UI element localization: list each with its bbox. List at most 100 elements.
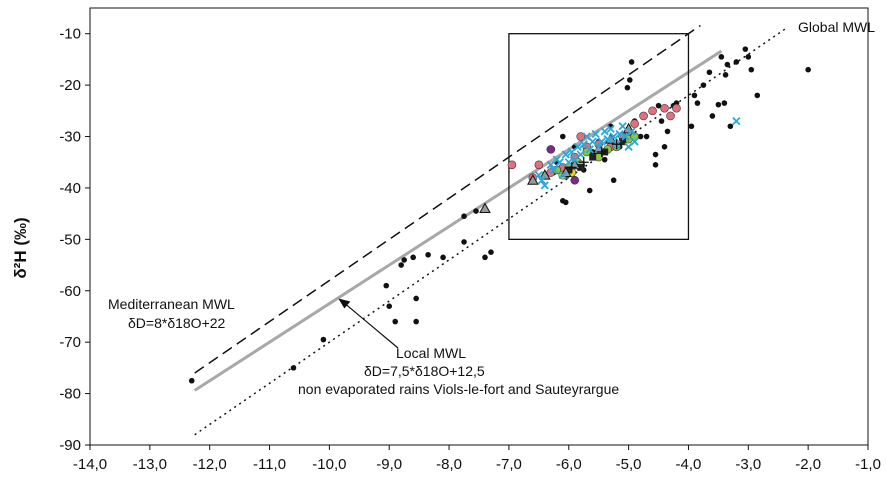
data-point — [600, 127, 609, 136]
data-point — [652, 162, 659, 168]
data-point — [748, 66, 755, 73]
data-point — [700, 82, 707, 88]
data-point — [401, 257, 407, 263]
regression-lines — [193, 24, 788, 436]
data-point — [652, 151, 659, 158]
line-local-mwl — [193, 49, 723, 392]
data-points — [188, 46, 811, 384]
data-point — [546, 145, 556, 154]
data-point — [537, 176, 546, 185]
data-point — [611, 139, 622, 150]
data-point — [383, 282, 390, 289]
data-point — [479, 202, 491, 214]
data-point — [589, 153, 597, 161]
data-point — [534, 170, 543, 180]
y-tick-label: -60 — [59, 283, 81, 300]
data-point — [745, 54, 752, 60]
data-point — [586, 187, 593, 194]
data-point — [601, 156, 608, 163]
data-point — [566, 162, 577, 173]
data-point — [742, 46, 749, 52]
y-tick-label: -40 — [59, 180, 81, 197]
data-point — [188, 377, 195, 384]
data-point — [482, 254, 488, 261]
data-point — [721, 100, 728, 106]
data-point — [643, 133, 650, 140]
data-point — [597, 137, 606, 146]
data-point — [661, 144, 668, 150]
data-point — [666, 111, 675, 121]
data-point — [619, 138, 627, 146]
data-point — [564, 158, 573, 167]
data-point — [718, 54, 725, 60]
data-point — [722, 72, 729, 78]
data-point — [637, 133, 644, 140]
data-point — [754, 92, 761, 99]
data-point — [386, 303, 393, 309]
data-point — [578, 157, 589, 168]
x-tick-label: -3,0 — [735, 456, 761, 473]
data-point — [559, 133, 566, 140]
data-point — [555, 158, 564, 167]
line-global-mwl — [194, 26, 788, 436]
data-point — [603, 134, 612, 144]
data-point — [570, 175, 580, 185]
local-mwl-label: Local MWL — [396, 345, 466, 361]
x-tick-label: -1,0 — [855, 456, 881, 473]
x-tick-label: -12,0 — [193, 456, 227, 473]
data-point — [561, 150, 570, 159]
global-mwl-label: Global MWL — [798, 19, 875, 35]
data-point — [392, 318, 399, 325]
y-tick-label: -90 — [59, 437, 81, 454]
data-point — [290, 365, 297, 371]
x-tick-label: -5,0 — [616, 456, 642, 473]
data-point — [672, 103, 681, 113]
data-point — [461, 213, 467, 220]
annotation-arrow — [341, 301, 399, 349]
data-point — [573, 142, 582, 151]
mediterranean-mwl-label: Mediterranean MWL — [108, 296, 235, 312]
data-point — [540, 181, 549, 190]
data-point — [628, 59, 635, 65]
data-point — [413, 318, 419, 325]
data-point — [630, 119, 639, 128]
plot-frame — [89, 7, 869, 446]
data-point — [398, 262, 405, 268]
data-point — [648, 106, 657, 116]
x-tick-label: -8,0 — [436, 456, 462, 473]
data-point — [691, 92, 698, 99]
arrow-head — [338, 298, 351, 309]
data-point — [658, 118, 665, 124]
data-point — [558, 170, 567, 180]
x-tick-label: -6,0 — [556, 456, 582, 473]
data-point — [576, 150, 585, 159]
x-tick-label: -9,0 — [376, 456, 402, 473]
data-point — [664, 128, 671, 135]
data-point — [732, 116, 741, 126]
mediterranean-mwl-equation: δD=8*δ18O+22 — [128, 315, 226, 331]
data-point — [507, 160, 517, 170]
data-point — [624, 84, 631, 91]
local-mwl-equation: δD=7,5*δ18O+12,5 — [364, 363, 485, 379]
data-point — [565, 166, 573, 174]
data-point — [709, 113, 716, 119]
y-axis-label: δ²H (‰) — [11, 217, 30, 278]
data-point — [606, 124, 615, 133]
data-point — [727, 123, 734, 130]
data-point — [461, 239, 467, 245]
y-tick-label: -80 — [59, 386, 81, 403]
data-point — [410, 254, 416, 261]
line-mediterranean-mwl — [194, 24, 701, 374]
x-tick-label: -2,0 — [795, 456, 821, 473]
data-point — [733, 59, 740, 65]
data-point — [577, 163, 585, 171]
data-point — [440, 254, 446, 261]
data-point — [627, 127, 636, 136]
x-tick-label: -7,0 — [496, 456, 522, 473]
data-point — [534, 160, 544, 170]
data-point — [527, 174, 539, 185]
y-tick-label: -70 — [59, 334, 81, 351]
data-point — [549, 165, 558, 175]
data-point — [660, 103, 669, 113]
